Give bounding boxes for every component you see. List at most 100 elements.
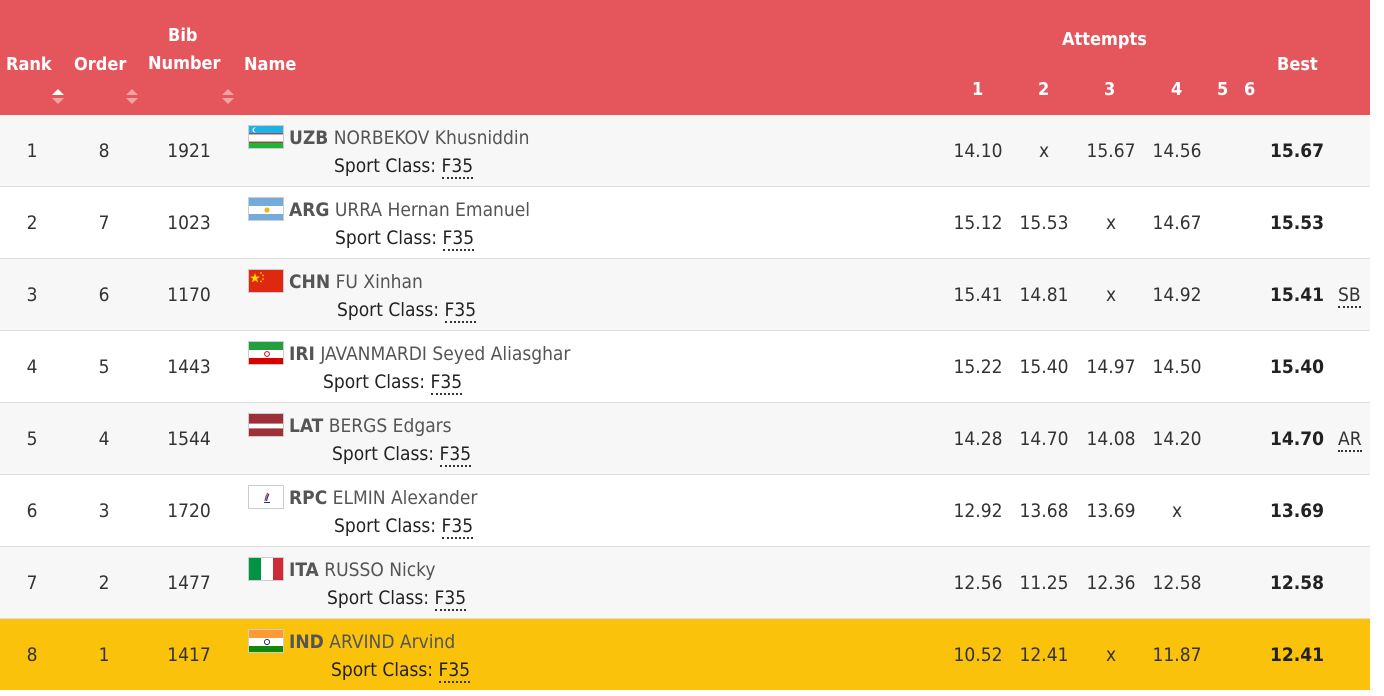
attempt-4-cell: 14.50 — [1152, 356, 1202, 378]
col-bib-header-line1[interactable]: Bib — [168, 25, 198, 46]
order-cell: 8 — [98, 140, 110, 162]
athlete-fullname[interactable]: JAVANMARDI Seyed Aliasghar — [320, 343, 571, 365]
bib-cell: 1544 — [167, 428, 211, 450]
attempt-3-cell: 14.08 — [1086, 428, 1136, 450]
table-row: 4 5 1443 IRI JAVANMARDI Seyed Aliasghar Spor… — [0, 331, 1370, 403]
col-name-header: Name — [244, 54, 297, 75]
best-cell: 13.69 — [1269, 500, 1325, 522]
rank-cell: 1 — [26, 140, 38, 162]
record-badge[interactable]: AR — [1338, 403, 1362, 475]
sport-class-label: Sport Class: — [332, 443, 435, 465]
sort-bib-icon[interactable] — [222, 89, 234, 105]
sport-class-value[interactable]: F35 — [441, 515, 474, 539]
attempt-4-cell: 11.87 — [1152, 644, 1202, 666]
table-header: Rank Order Bib Number Name Attempts 1 2 … — [0, 0, 1370, 115]
table-row: 3 6 1170 CHN FU Xinhan Sport Class: F35 15.41… — [0, 259, 1370, 331]
sport-class: Sport Class: F35 — [335, 225, 475, 251]
sort-order-icon[interactable] — [126, 89, 138, 105]
attempt-4-cell: x — [1171, 500, 1183, 522]
col-rank-header[interactable]: Rank — [6, 54, 52, 75]
athlete-fullname[interactable]: NORBEKOV Khusniddin — [333, 127, 530, 149]
record-abbr[interactable]: SB — [1338, 284, 1361, 308]
attempt-6-header: 6 — [1244, 79, 1256, 100]
attempt-4-header: 4 — [1171, 79, 1183, 100]
sport-class-value[interactable]: F35 — [439, 443, 472, 467]
table-row: 1 8 1921 UZB NORBEKOV Khusniddin Sport Class… — [0, 115, 1370, 187]
sport-class-value[interactable]: F35 — [441, 155, 474, 179]
sport-class: Sport Class: F35 — [327, 585, 467, 611]
record-abbr[interactable]: AR — [1338, 428, 1362, 452]
uzb-flag-icon — [248, 125, 284, 149]
athlete-fullname[interactable]: BERGS Edgars — [328, 415, 452, 437]
athlete-name[interactable]: RPC ELMIN Alexander — [289, 485, 477, 511]
order-cell: 6 — [98, 284, 110, 306]
sort-rank-icon[interactable] — [52, 89, 64, 105]
rank-cell: 2 — [26, 212, 38, 234]
sport-class-label: Sport Class: — [331, 659, 434, 681]
athlete-name[interactable]: ARG URRA Hernan Emanuel — [289, 197, 530, 223]
attempt-3-cell: 13.69 — [1086, 500, 1136, 522]
sport-class-value[interactable]: F35 — [434, 587, 467, 611]
noc-code: CHN — [289, 271, 331, 293]
athlete-name[interactable]: IRI JAVANMARDI Seyed Aliasghar — [289, 341, 570, 367]
table-row: 8 1 1417 IND ARVIND Arvind Sport Class: F35 1… — [0, 619, 1370, 690]
attempt-1-cell: 15.12 — [953, 212, 1003, 234]
attempt-4-cell: 14.56 — [1152, 140, 1202, 162]
arg-flag-icon — [248, 197, 284, 221]
sport-class: Sport Class: F35 — [331, 657, 471, 683]
attempt-3-cell: x — [1105, 212, 1117, 234]
athlete-name[interactable]: IND ARVIND Arvind — [289, 629, 455, 655]
sport-class: Sport Class: F35 — [334, 153, 474, 179]
bib-cell: 1720 — [167, 500, 211, 522]
attempt-2-cell: 14.70 — [1019, 428, 1069, 450]
athlete-fullname[interactable]: RUSSO Nicky — [324, 559, 436, 581]
attempt-3-header: 3 — [1104, 79, 1116, 100]
best-cell: 14.70 — [1269, 428, 1325, 450]
attempt-1-cell: 15.41 — [953, 284, 1003, 306]
noc-code: ITA — [289, 559, 319, 581]
attempt-2-cell: x — [1038, 140, 1050, 162]
sport-class-label: Sport Class: — [334, 155, 437, 177]
attempt-2-cell: 12.41 — [1019, 644, 1069, 666]
best-cell: 15.40 — [1269, 356, 1325, 378]
bib-cell: 1443 — [167, 356, 211, 378]
order-cell: 7 — [98, 212, 110, 234]
bib-cell: 1417 — [167, 644, 211, 666]
best-cell: 12.41 — [1269, 644, 1325, 666]
record-badge[interactable]: SB — [1338, 259, 1361, 331]
attempt-4-cell: 14.20 — [1152, 428, 1202, 450]
iri-flag-icon — [248, 341, 284, 365]
bib-cell: 1023 — [167, 212, 211, 234]
athlete-name[interactable]: UZB NORBEKOV Khusniddin — [289, 125, 529, 151]
sport-class-label: Sport Class: — [337, 299, 440, 321]
athlete-fullname[interactable]: FU Xinhan — [335, 271, 423, 293]
order-cell: 5 — [98, 356, 110, 378]
attempt-2-cell: 14.81 — [1019, 284, 1069, 306]
sport-class-label: Sport Class: — [323, 371, 426, 393]
chn-flag-icon — [248, 269, 284, 293]
col-bib-header-line2[interactable]: Number — [148, 53, 221, 74]
bib-cell: 1477 — [167, 572, 211, 594]
attempt-1-cell: 10.52 — [953, 644, 1003, 666]
sport-class-value[interactable]: F35 — [444, 299, 477, 323]
attempt-2-header: 2 — [1038, 79, 1050, 100]
sport-class: Sport Class: F35 — [323, 369, 463, 395]
attempt-3-cell: x — [1105, 284, 1117, 306]
noc-code: IND — [289, 631, 324, 653]
sport-class-value[interactable]: F35 — [438, 659, 471, 683]
col-order-header[interactable]: Order — [74, 54, 127, 75]
athlete-fullname[interactable]: ARVIND Arvind — [329, 631, 456, 653]
athlete-name[interactable]: ITA RUSSO Nicky — [289, 557, 435, 583]
sport-class: Sport Class: F35 — [334, 513, 474, 539]
sport-class-value[interactable]: F35 — [442, 227, 475, 251]
attempt-2-cell: 13.68 — [1019, 500, 1069, 522]
table-row: 2 7 1023 ARG URRA Hernan Emanuel Sport Class… — [0, 187, 1370, 259]
athlete-fullname[interactable]: ELMIN Alexander — [332, 487, 478, 509]
attempt-3-cell: 14.97 — [1086, 356, 1136, 378]
athlete-name[interactable]: CHN FU Xinhan — [289, 269, 423, 295]
athlete-fullname[interactable]: URRA Hernan Emanuel — [334, 199, 530, 221]
order-cell: 1 — [98, 644, 110, 666]
sport-class-value[interactable]: F35 — [430, 371, 463, 395]
sport-class: Sport Class: F35 — [337, 297, 477, 323]
athlete-name[interactable]: LAT BERGS Edgars — [289, 413, 452, 439]
